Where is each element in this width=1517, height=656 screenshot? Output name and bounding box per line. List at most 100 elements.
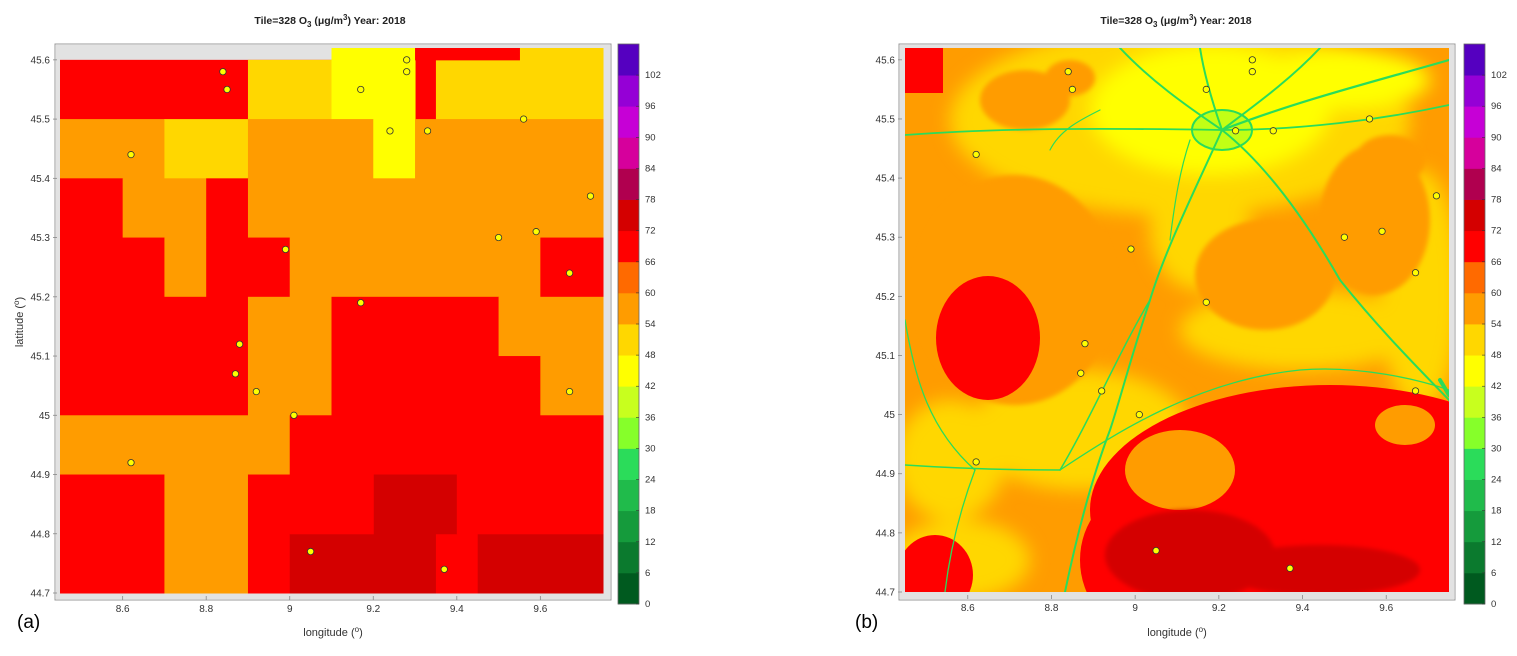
station-marker: [127, 151, 135, 159]
colorbar-tick-label: 102: [1491, 70, 1507, 81]
station-marker: [520, 115, 528, 123]
y-tick-label: 45: [39, 411, 51, 422]
panel-b-title: Tile=328 O3 (μg/m3) Year: 2018: [1100, 13, 1251, 29]
y-tick-label: 44.8: [876, 528, 896, 539]
colorbar-tick-label: 42: [645, 381, 656, 392]
colorbar-segment: [1464, 541, 1485, 574]
heatmap-cell: [206, 178, 249, 239]
colorbar-tick-label: 48: [645, 350, 656, 361]
heatmap-cell: [247, 296, 332, 416]
heatmap-cell: [498, 296, 604, 357]
heatmap-cell: [206, 237, 291, 298]
colorbar-segment: [618, 324, 639, 356]
station-marker: [403, 56, 411, 64]
colorbar-tick-label: 12: [1491, 537, 1502, 548]
y-tick-label: 45.6: [876, 55, 896, 66]
y-tick-label: 45.4: [31, 174, 51, 185]
colorbar-tick-label: 66: [1491, 257, 1502, 268]
station-marker: [281, 245, 290, 254]
panel-b-concentration-field: [905, 48, 1449, 592]
y-tick-label: 44.9: [876, 469, 896, 480]
colorbar-tick-label: 24: [1491, 475, 1502, 486]
heatmap-cell: [60, 119, 165, 179]
station-marker: [386, 127, 394, 135]
colorbar-tick-label: 6: [1491, 568, 1496, 579]
station-marker: [1098, 387, 1106, 395]
station-marker: [532, 228, 540, 236]
colorbar-segment: [618, 75, 639, 107]
station-marker: [1231, 127, 1240, 135]
heatmap-cell: [331, 48, 416, 120]
station-marker: [1068, 85, 1076, 93]
colorbar-segment: [1464, 479, 1485, 512]
x-tick-label: 8.6: [116, 604, 130, 615]
heatmap-cell: [60, 237, 165, 298]
heatmap-cell: [415, 48, 520, 61]
colorbar-tick-label: 90: [1491, 132, 1502, 143]
panel-b-x-ticks: 8.6 8.8 9 9.2 9.4 9.6: [961, 595, 1394, 614]
x-tick-label: 8.6: [961, 603, 975, 614]
y-tick-label: 45.4: [876, 174, 896, 185]
panel-b-y-ticks: 44.7 44.8 44.9 45 45.1 45.2 45.3 45.4 45.5 45.6: [876, 55, 902, 599]
station-marker: [1202, 298, 1210, 306]
x-tick-label: 8.8: [199, 604, 213, 615]
colorbar-segment: [1464, 510, 1485, 543]
station-marker: [252, 387, 260, 396]
panel-a-ylabel: latitude (o): [12, 297, 26, 347]
heatmap-cell: [289, 474, 374, 535]
panel-a-title: Tile=328 O3 (μg/m3) Year: 2018: [254, 13, 405, 29]
station-marker: [1127, 245, 1135, 253]
colorbar-tick-label: 6: [645, 568, 650, 579]
colorbar-segment: [1464, 199, 1485, 232]
station-marker: [423, 127, 432, 135]
station-marker: [565, 269, 574, 277]
colorbar-segment: [1464, 292, 1485, 325]
y-tick-label: 45.2: [876, 292, 896, 303]
colorbar-tick-label: 60: [645, 288, 656, 299]
station-marker: [1269, 127, 1277, 135]
station-marker: [236, 340, 244, 348]
station-marker: [1081, 340, 1089, 348]
colorbar-tick-label: 30: [645, 443, 656, 454]
colorbar-tick-label: 0: [1491, 599, 1496, 610]
colorbar-segment: [618, 417, 639, 449]
y-tick-label: 45.3: [31, 233, 51, 244]
colorbar-tick-label: 84: [1491, 163, 1502, 174]
station-marker: [1135, 411, 1143, 419]
colorbar-segment: [618, 448, 639, 480]
panel-b-colorbar: 0 6 12 18 24 30 36 42 48 54 60 66 72 78 84 90 96 102: [1463, 43, 1507, 610]
y-tick-label: 44.8: [31, 529, 51, 540]
heatmap-cell: [60, 296, 249, 416]
heatmap-cell: [415, 119, 604, 179]
heatmap-cell: [289, 237, 541, 298]
colorbar-tick-label: 96: [1491, 101, 1502, 112]
heatmap-cell: [60, 178, 124, 239]
y-tick-label: 44.9: [31, 470, 51, 481]
station-marker: [1378, 227, 1386, 235]
heatmap-cell: [331, 296, 500, 357]
y-tick-label: 44.7: [31, 589, 51, 600]
x-tick-label: 9.4: [1296, 603, 1310, 614]
colorbar-segment: [1464, 75, 1485, 107]
heatmap-cell: [289, 533, 374, 594]
colorbar-segment: [618, 137, 639, 169]
panel-b: Tile=328 O3 (μg/m3) Year: 2018: [855, 13, 1507, 639]
colorbar-segment: [1464, 106, 1485, 138]
heatmap-cell: [373, 474, 458, 535]
panel-a-caption: (a): [17, 612, 40, 633]
colorbar-segment: [618, 386, 639, 418]
station-marker: [290, 411, 298, 419]
colorbar-tick-label: 84: [645, 163, 656, 174]
panel-a-stations: [127, 56, 595, 573]
colorbar-tick-label: 72: [645, 226, 656, 237]
heatmap-cell: [164, 237, 207, 298]
panel-b-stations: [972, 56, 1441, 572]
colorbar-segment: [1464, 230, 1485, 263]
y-tick-label: 45.1: [876, 351, 896, 362]
station-marker: [1152, 547, 1160, 555]
colorbar-tick-label: 12: [645, 537, 656, 548]
y-tick-label: 45.5: [876, 114, 896, 125]
colorbar-tick-label: 60: [1491, 288, 1502, 299]
x-tick-label: 9.4: [450, 604, 464, 615]
x-tick-label: 9.6: [533, 604, 547, 615]
